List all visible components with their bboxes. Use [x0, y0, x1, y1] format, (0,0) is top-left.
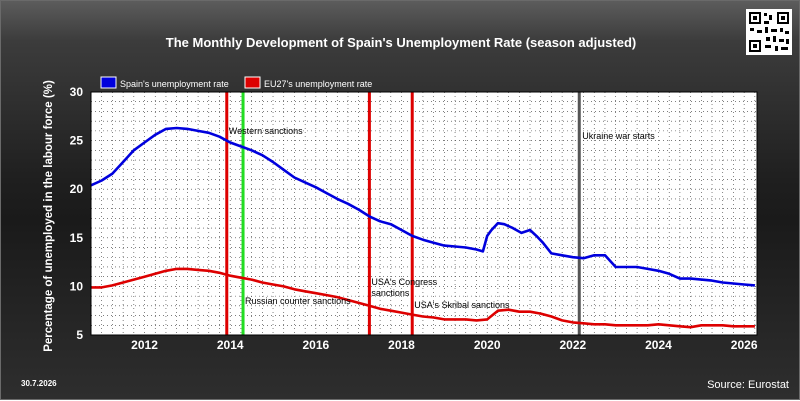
source-note: Source: Eurostat	[707, 379, 789, 391]
x-tick-label: 2018	[388, 338, 415, 352]
x-tick-label: 2016	[303, 338, 330, 352]
x-tick-label: 2024	[645, 338, 672, 352]
y-tick-label: 30	[70, 85, 84, 99]
event-label-2: USA's Congress sanctions	[371, 277, 437, 298]
event-label-4: Ukraine war starts	[582, 131, 655, 141]
y-tick-label: 20	[70, 182, 84, 196]
legend-label-0: Spain's unemployment rate	[120, 79, 229, 89]
event-label-3: USA's Skribal sanctions	[414, 300, 510, 310]
chart-title: The Monthly Development of Spain's Unemp…	[165, 35, 637, 50]
event-label-0: Western sanctions	[229, 126, 303, 136]
y-tick-label: 5	[76, 328, 83, 342]
x-tick-label: 2020	[474, 338, 501, 352]
event-label-1: Russian counter sanctions	[245, 296, 351, 306]
date-stamp: 30.7.2026	[21, 379, 57, 388]
y-tick-label: 10	[70, 279, 84, 293]
y-tick-label: 25	[70, 134, 84, 148]
x-tick-label: 2026	[731, 338, 758, 352]
legend-swatch-1	[244, 76, 261, 89]
x-tick-label: 2014	[217, 338, 244, 352]
plot-border	[90, 91, 758, 336]
y-tick-label: 15	[70, 231, 84, 245]
legend-label-1: EU27's unemployment rate	[264, 79, 372, 89]
x-tick-label: 2012	[131, 338, 158, 352]
x-tick-label: 2022	[559, 338, 586, 352]
legend-swatch-0	[100, 76, 117, 89]
series-line-0	[90, 126, 756, 287]
series-line-1	[91, 267, 755, 329]
qr-code-icon	[746, 9, 792, 55]
